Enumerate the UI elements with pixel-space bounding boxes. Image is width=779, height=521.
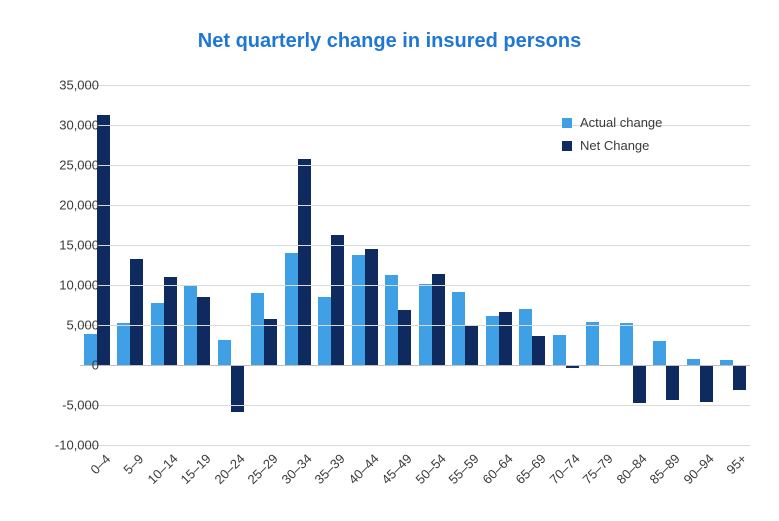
y-tick-label: 25,000	[39, 158, 99, 173]
bar	[553, 335, 566, 365]
y-tick-label: -5,000	[39, 398, 99, 413]
bar	[486, 316, 499, 365]
bar	[130, 259, 143, 365]
gridline	[80, 165, 750, 166]
bar	[331, 235, 344, 365]
x-tick-label: 70–74	[546, 451, 582, 487]
chart-container: Net quarterly change in insured persons …	[0, 0, 779, 521]
legend: Actual change Net Change	[562, 115, 662, 161]
gridline	[80, 405, 750, 406]
bar	[700, 365, 713, 402]
x-tick-label: 50–54	[412, 451, 448, 487]
y-tick-label: 20,000	[39, 198, 99, 213]
legend-swatch	[562, 141, 572, 151]
x-tick-label: 30–34	[278, 451, 314, 487]
x-tick-label: 65–69	[513, 451, 549, 487]
x-tick-label: 60–64	[479, 451, 515, 487]
bar	[251, 293, 264, 365]
y-tick-label: 10,000	[39, 278, 99, 293]
x-tick-label: 85–89	[647, 451, 683, 487]
bar	[218, 340, 231, 365]
bar	[352, 255, 365, 365]
bar	[432, 274, 445, 365]
legend-item: Net Change	[562, 138, 662, 153]
x-tick-label: 95+	[724, 451, 750, 477]
legend-label: Net Change	[580, 138, 649, 153]
x-tick-label: 20–24	[211, 451, 247, 487]
bar	[365, 249, 378, 365]
bar	[586, 322, 599, 365]
gridline	[80, 205, 750, 206]
x-tick-label: 80–84	[613, 451, 649, 487]
y-tick-label: 0	[39, 358, 99, 373]
y-tick-label: -10,000	[39, 438, 99, 453]
chart-title: Net quarterly change in insured persons	[0, 30, 779, 53]
bar	[620, 323, 633, 365]
gridline	[80, 285, 750, 286]
bar	[117, 323, 130, 365]
legend-swatch	[562, 118, 572, 128]
x-tick-label: 35–39	[312, 451, 348, 487]
bar	[285, 253, 298, 365]
x-tick-label: 10–14	[144, 451, 180, 487]
bar	[666, 365, 679, 400]
bar	[298, 159, 311, 365]
bar	[499, 312, 512, 365]
bar	[385, 275, 398, 365]
bar	[519, 309, 532, 365]
y-tick-label: 35,000	[39, 78, 99, 93]
legend-label: Actual change	[580, 115, 662, 130]
gridline	[80, 445, 750, 446]
bar	[452, 292, 465, 365]
gridline	[80, 85, 750, 86]
bar	[164, 277, 177, 365]
bar	[653, 341, 666, 365]
y-tick-label: 30,000	[39, 118, 99, 133]
bar	[151, 303, 164, 365]
x-tick-label: 25–29	[245, 451, 281, 487]
y-tick-label: 15,000	[39, 238, 99, 253]
bar	[532, 336, 545, 365]
bar	[633, 365, 646, 403]
bar	[318, 297, 331, 365]
x-tick-label: 75–79	[580, 451, 616, 487]
bar	[465, 326, 478, 365]
bar	[733, 365, 746, 390]
x-tick-label: 5–9	[121, 451, 147, 477]
x-tick-label: 55–59	[446, 451, 482, 487]
gridline	[80, 245, 750, 246]
x-tick-label: 90–94	[680, 451, 716, 487]
y-tick-label: 5,000	[39, 318, 99, 333]
x-tick-label: 0–4	[87, 451, 113, 477]
x-tick-label: 45–49	[379, 451, 415, 487]
gridline	[80, 325, 750, 326]
bar	[398, 310, 411, 365]
x-tick-label: 40–44	[345, 451, 381, 487]
gridline	[80, 365, 750, 366]
x-tick-label: 15–19	[178, 451, 214, 487]
legend-item: Actual change	[562, 115, 662, 130]
bar	[197, 297, 210, 365]
